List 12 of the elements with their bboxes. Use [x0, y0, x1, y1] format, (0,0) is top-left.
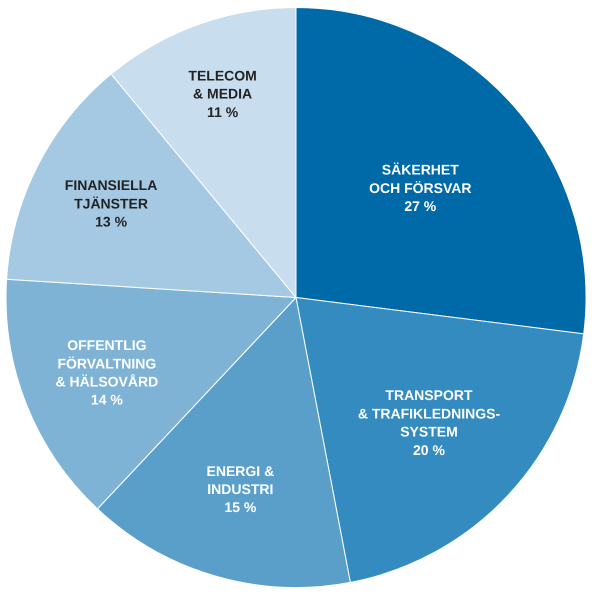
- slice-label: ENERGI & INDUSTRI: [206, 462, 274, 498]
- data-label: 27 %: [404, 198, 437, 214]
- slice-label: FINANSIELLA TJÄNSTER: [64, 177, 158, 212]
- slice-label: OFFENTLIG FÖRVALTNING & HÄLSOVÅRD: [56, 337, 158, 390]
- slice-label: TRANSPORT & TRAFIKLEDNINGS- SYSTEM: [358, 387, 500, 440]
- data-label: 20 %: [413, 442, 446, 458]
- slice-label: SÄKERHET OCH FÖRSVAR: [369, 162, 472, 196]
- data-label: 11 %: [207, 104, 239, 120]
- data-label: 15 %: [224, 499, 257, 516]
- data-label: 13 %: [95, 213, 128, 230]
- data-label: 14 %: [90, 392, 124, 408]
- slice-label: TELECOM & MEDIA: [188, 67, 257, 102]
